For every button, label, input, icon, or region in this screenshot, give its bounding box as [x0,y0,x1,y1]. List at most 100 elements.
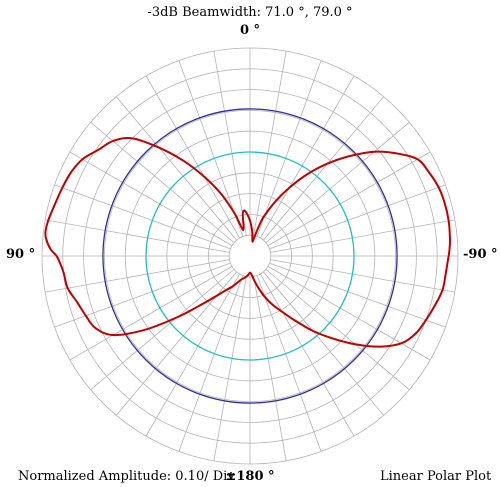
data-point [378,346,381,348]
data-point [45,237,47,239]
angle-label-bottom: ±180 ° [225,469,275,484]
data-point [176,316,178,319]
data-point [143,329,145,331]
data-point [237,281,239,283]
data-point [255,231,258,233]
grid-spoke [269,184,446,250]
chart-title: -3dB Beamwidth: 71.0 °, 79.0 ° [147,5,353,20]
data-point [215,295,218,297]
grid-spoke [54,262,231,328]
grid-spoke [45,219,230,253]
data-point [446,262,449,264]
grid-spoke [265,269,410,391]
data-point [233,212,235,214]
data-point [326,162,329,165]
grid-spoke [45,259,230,293]
grid-spoke [253,276,287,461]
data-point [264,296,266,298]
data-point [242,214,244,216]
data-point [59,262,61,264]
polar-grid [41,47,459,465]
data-point [112,334,114,336]
data-point [449,237,451,240]
data-point [245,211,247,214]
data-point [247,274,249,276]
grid-spoke [54,184,231,250]
grid-spoke [267,266,431,361]
data-point [354,343,356,345]
data-point [251,274,253,276]
grid-spoke [260,75,355,239]
data-point [220,193,222,195]
data-point [312,330,314,332]
data-point [47,219,49,222]
data-point [425,319,427,321]
data-point [260,219,263,221]
data-point [249,220,251,222]
data-point [45,230,47,232]
amplitude-scale-label: Normalized Amplitude: 0.10/ Div [18,469,235,484]
data-point [395,152,398,154]
reference-circle [145,151,355,361]
pattern-series [44,137,451,348]
grid-spoke [270,219,455,253]
data-point [182,159,184,162]
data-point [55,255,58,257]
data-point [434,304,436,307]
data-point [441,289,444,291]
data-point [251,230,253,232]
data-point [203,176,205,178]
data-point [94,327,97,329]
data-point [331,337,333,339]
data-point [288,186,291,189]
data-point [97,149,99,151]
data-point [251,238,253,241]
data-point [274,200,277,202]
grid-spoke [263,271,385,416]
grid-spoke [213,276,247,461]
grid-spoke [256,275,322,452]
data-point [448,255,450,257]
data-point [445,272,447,274]
data-point [242,229,244,231]
data-point [258,287,260,289]
data-point [243,210,245,212]
grid-spoke [256,60,322,237]
data-point [444,203,446,205]
data-point [294,320,296,322]
grid-spoke [178,275,244,452]
data-point [448,248,451,250]
data-point [200,303,203,306]
data-point [264,214,266,216]
grid-spoke [267,151,431,246]
data-point [428,171,430,174]
series-line [44,137,451,348]
data-point [76,301,78,303]
data-point [272,304,274,306]
data-point [49,248,52,250]
data-point [225,289,227,291]
grid-spoke [260,273,355,437]
data-point [253,279,255,282]
reference-circle [102,108,398,404]
data-point [81,158,84,160]
grid-spoke [253,51,287,236]
data-point [85,315,87,317]
data-point [231,286,233,288]
grid-spoke [69,151,233,246]
data-point [416,158,419,160]
data-point [306,173,308,175]
data-point [252,239,255,241]
grid-spoke [90,121,235,243]
data-point [281,311,283,313]
grid-spoke [69,266,233,361]
data-point [158,147,160,149]
angle-label-top: 0 ° [239,23,261,38]
data-point [242,224,245,227]
grid-spoke [145,75,240,239]
data-point [112,140,114,142]
grid-spoke [115,96,237,241]
data-point [251,241,254,243]
data-point [373,151,375,153]
